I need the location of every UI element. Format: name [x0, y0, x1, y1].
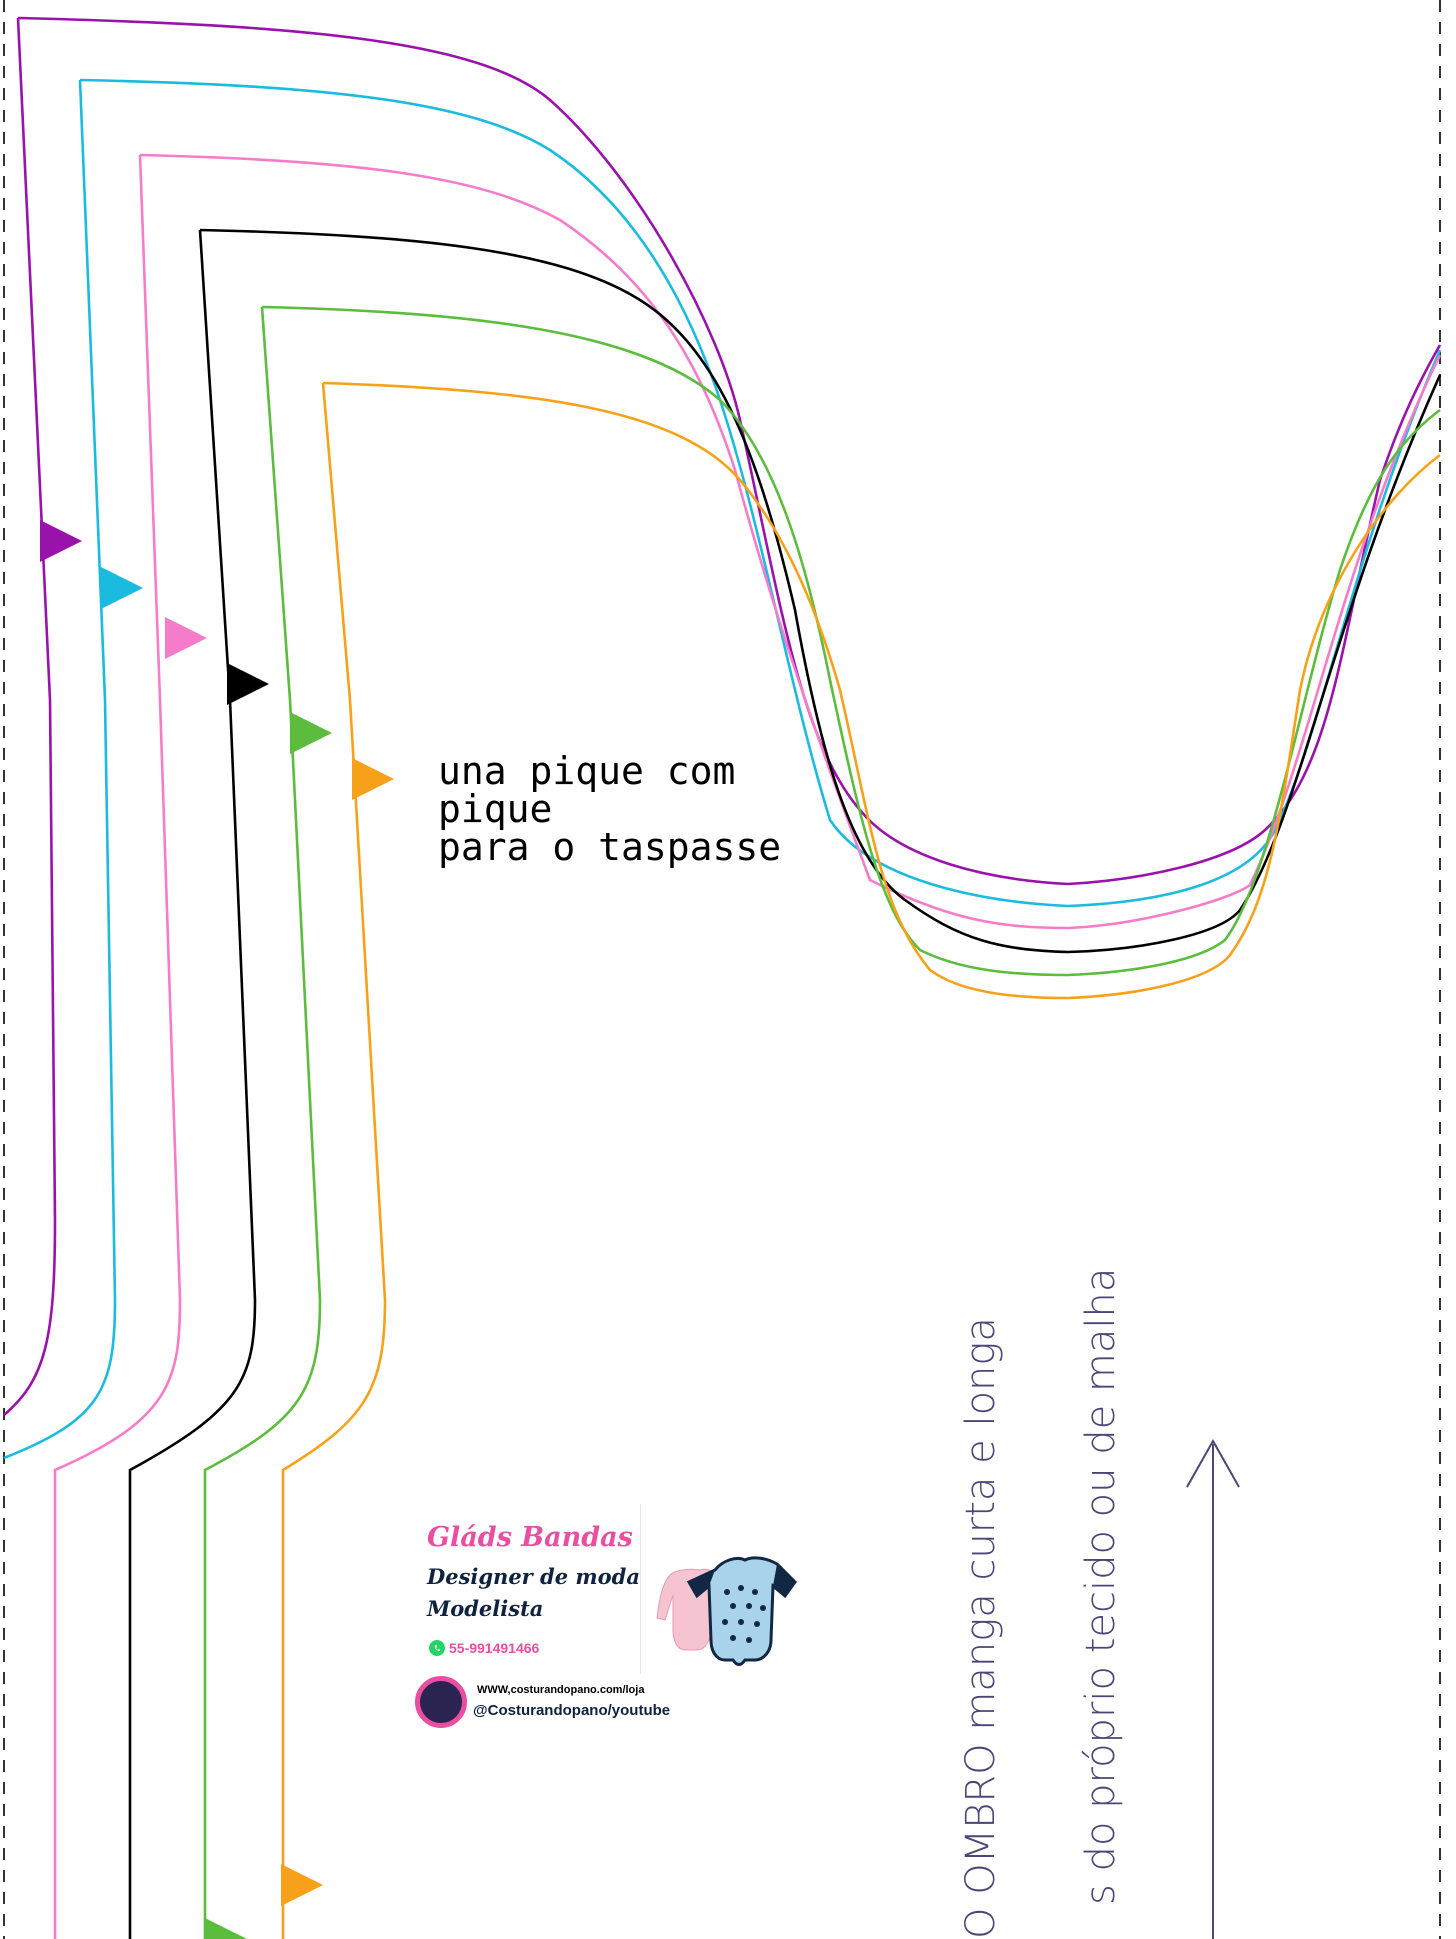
baby-bodysuits-image — [656, 1556, 797, 1666]
notch-marker-purple — [40, 520, 82, 562]
notch-marker-orange-lower — [281, 1864, 323, 1906]
vertical-label-shoulder: O OMBRO manga curta e longa — [958, 1317, 1004, 1939]
brand-divider — [640, 1504, 641, 1674]
notch-marker-green — [290, 712, 332, 754]
notch-marker-orange — [352, 758, 394, 800]
grain-arrow-icon — [1186, 1438, 1240, 1939]
brand-block: Gláds Bandas Designer de moda Modelista … — [415, 1500, 845, 1740]
note-line-2: pique — [438, 787, 553, 831]
vertical-label-fabric: s do próprio tecido ou de malha — [1078, 1267, 1124, 1905]
brand-role: Designer de moda — [427, 1564, 640, 1589]
notch-marker-black — [227, 663, 269, 705]
instruction-note: una pique com pique para o taspasse — [438, 752, 781, 866]
note-line-3: para o taspasse — [438, 825, 782, 869]
brand-role-2: Modelista — [427, 1596, 544, 1621]
website-url: WWW,costurandopano.com/loja — [477, 1684, 645, 1696]
brand-name: Gláds Bandas — [427, 1522, 633, 1553]
youtube-handle: @Costurandopano/youtube — [473, 1702, 671, 1719]
cut-line-orange — [281, 381, 1441, 1939]
avatar-logo-icon — [415, 1676, 467, 1728]
cut-line-green — [203, 305, 1441, 1939]
notch-marker-green-lower — [205, 1918, 247, 1939]
notch-marker-pink — [165, 617, 207, 659]
phone-number: 55-991491466 — [449, 1640, 540, 1656]
phone-row: 55-991491466 — [429, 1640, 539, 1656]
whatsapp-icon — [429, 1640, 445, 1656]
notch-marker-cyan — [101, 567, 143, 609]
cut-line-purple — [3, 16, 1442, 1416]
note-line-1: una pique com — [438, 749, 736, 793]
